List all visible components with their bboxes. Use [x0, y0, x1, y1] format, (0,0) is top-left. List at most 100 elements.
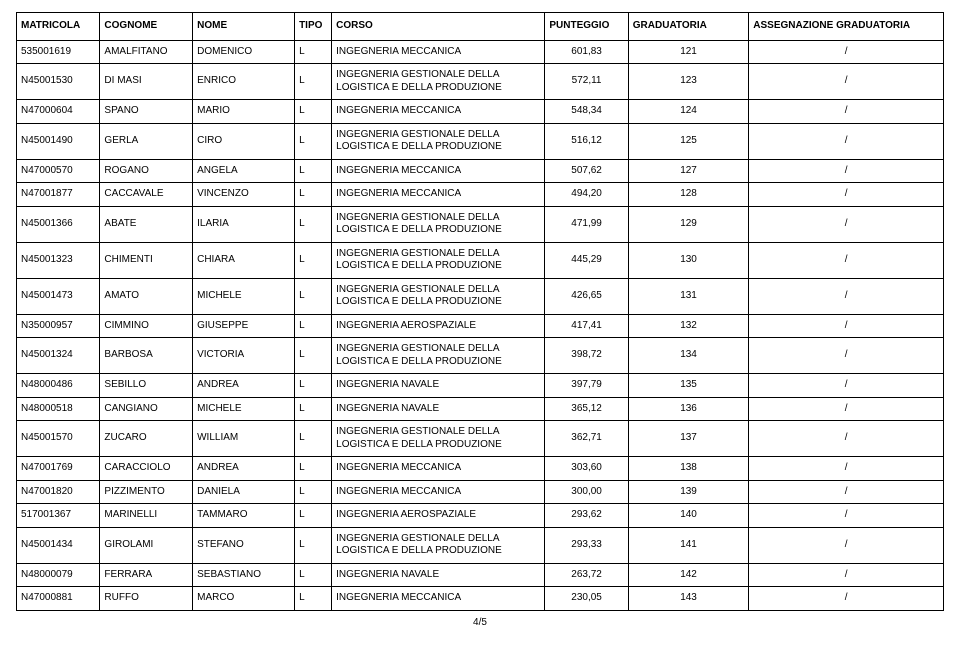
cell-graduatoria: 124: [628, 100, 749, 124]
cell-cognome: GIROLAMI: [100, 527, 193, 563]
cell-matricola: N48000486: [17, 374, 100, 398]
cell-tipo: L: [295, 183, 332, 207]
cell-nome: MARIO: [193, 100, 295, 124]
ranking-table: MATRICOLACOGNOMENOMETIPOCORSOPUNTEGGIOGR…: [16, 12, 944, 611]
cell-assegn: /: [749, 183, 944, 207]
cell-graduatoria: 142: [628, 563, 749, 587]
cell-corso: INGEGNERIA GESTIONALE DELLA LOGISTICA E …: [332, 527, 545, 563]
cell-nome: ANDREA: [193, 457, 295, 481]
cell-assegn: /: [749, 206, 944, 242]
cell-punteggio: 397,79: [545, 374, 628, 398]
table-body: 535001619AMALFITANODOMENICOLINGEGNERIA M…: [17, 40, 944, 610]
cell-punteggio: 548,34: [545, 100, 628, 124]
cell-tipo: L: [295, 64, 332, 100]
cell-graduatoria: 129: [628, 206, 749, 242]
cell-assegn: /: [749, 480, 944, 504]
cell-assegn: /: [749, 278, 944, 314]
cell-assegn: /: [749, 314, 944, 338]
cell-graduatoria: 143: [628, 587, 749, 611]
cell-graduatoria: 134: [628, 338, 749, 374]
cell-nome: STEFANO: [193, 527, 295, 563]
table-row: N47001820PIZZIMENTODANIELALINGEGNERIA ME…: [17, 480, 944, 504]
table-row: N48000079FERRARASEBASTIANOLINGEGNERIA NA…: [17, 563, 944, 587]
cell-corso: INGEGNERIA MECCANICA: [332, 183, 545, 207]
cell-cognome: DI MASI: [100, 64, 193, 100]
cell-nome: GIUSEPPE: [193, 314, 295, 338]
cell-corso: INGEGNERIA MECCANICA: [332, 100, 545, 124]
cell-cognome: CHIMENTI: [100, 242, 193, 278]
header-row: MATRICOLACOGNOMENOMETIPOCORSOPUNTEGGIOGR…: [17, 13, 944, 41]
table-row: N45001490GERLACIROLINGEGNERIA GESTIONALE…: [17, 123, 944, 159]
cell-corso: INGEGNERIA AEROSPAZIALE: [332, 314, 545, 338]
table-row: N47000570ROGANOANGELALINGEGNERIA MECCANI…: [17, 159, 944, 183]
cell-tipo: L: [295, 206, 332, 242]
cell-cognome: CACCAVALE: [100, 183, 193, 207]
header-matricola: MATRICOLA: [17, 13, 100, 41]
header-corso: CORSO: [332, 13, 545, 41]
cell-tipo: L: [295, 421, 332, 457]
cell-assegn: /: [749, 159, 944, 183]
cell-matricola: N48000518: [17, 397, 100, 421]
table-row: N45001570ZUCAROWILLIAMLINGEGNERIA GESTIO…: [17, 421, 944, 457]
cell-corso: INGEGNERIA GESTIONALE DELLA LOGISTICA E …: [332, 278, 545, 314]
cell-corso: INGEGNERIA MECCANICA: [332, 480, 545, 504]
cell-assegn: /: [749, 587, 944, 611]
cell-nome: MICHELE: [193, 397, 295, 421]
cell-matricola: N45001324: [17, 338, 100, 374]
cell-corso: INGEGNERIA GESTIONALE DELLA LOGISTICA E …: [332, 206, 545, 242]
header-nome: NOME: [193, 13, 295, 41]
cell-corso: INGEGNERIA MECCANICA: [332, 40, 545, 64]
cell-tipo: L: [295, 563, 332, 587]
cell-graduatoria: 123: [628, 64, 749, 100]
cell-graduatoria: 137: [628, 421, 749, 457]
cell-cognome: MARINELLI: [100, 504, 193, 528]
cell-cognome: PIZZIMENTO: [100, 480, 193, 504]
cell-cognome: CIMMINO: [100, 314, 193, 338]
cell-nome: ENRICO: [193, 64, 295, 100]
cell-assegn: /: [749, 123, 944, 159]
cell-nome: CIRO: [193, 123, 295, 159]
cell-matricola: N47001820: [17, 480, 100, 504]
cell-tipo: L: [295, 587, 332, 611]
cell-punteggio: 572,11: [545, 64, 628, 100]
cell-nome: ANGELA: [193, 159, 295, 183]
cell-graduatoria: 139: [628, 480, 749, 504]
cell-nome: CHIARA: [193, 242, 295, 278]
cell-tipo: L: [295, 159, 332, 183]
cell-cognome: CARACCIOLO: [100, 457, 193, 481]
table-row: N47001877CACCAVALEVINCENZOLINGEGNERIA ME…: [17, 183, 944, 207]
cell-graduatoria: 130: [628, 242, 749, 278]
cell-punteggio: 471,99: [545, 206, 628, 242]
cell-tipo: L: [295, 314, 332, 338]
cell-cognome: ABATE: [100, 206, 193, 242]
cell-matricola: N48000079: [17, 563, 100, 587]
table-row: 517001367MARINELLITAMMAROLINGEGNERIA AER…: [17, 504, 944, 528]
cell-assegn: /: [749, 504, 944, 528]
cell-punteggio: 516,12: [545, 123, 628, 159]
cell-graduatoria: 140: [628, 504, 749, 528]
cell-corso: INGEGNERIA MECCANICA: [332, 159, 545, 183]
cell-assegn: /: [749, 242, 944, 278]
cell-matricola: N45001366: [17, 206, 100, 242]
cell-punteggio: 417,41: [545, 314, 628, 338]
cell-graduatoria: 138: [628, 457, 749, 481]
cell-corso: INGEGNERIA NAVALE: [332, 563, 545, 587]
header-punteggio: PUNTEGGIO: [545, 13, 628, 41]
cell-matricola: N45001434: [17, 527, 100, 563]
cell-graduatoria: 125: [628, 123, 749, 159]
cell-corso: INGEGNERIA GESTIONALE DELLA LOGISTICA E …: [332, 64, 545, 100]
cell-corso: INGEGNERIA GESTIONALE DELLA LOGISTICA E …: [332, 421, 545, 457]
cell-tipo: L: [295, 100, 332, 124]
cell-graduatoria: 121: [628, 40, 749, 64]
cell-graduatoria: 127: [628, 159, 749, 183]
cell-assegn: /: [749, 64, 944, 100]
cell-graduatoria: 135: [628, 374, 749, 398]
cell-matricola: N45001323: [17, 242, 100, 278]
cell-cognome: BARBOSA: [100, 338, 193, 374]
cell-cognome: CANGIANO: [100, 397, 193, 421]
cell-nome: SEBASTIANO: [193, 563, 295, 587]
header-cognome: COGNOME: [100, 13, 193, 41]
cell-tipo: L: [295, 278, 332, 314]
cell-assegn: /: [749, 397, 944, 421]
cell-matricola: N47001769: [17, 457, 100, 481]
